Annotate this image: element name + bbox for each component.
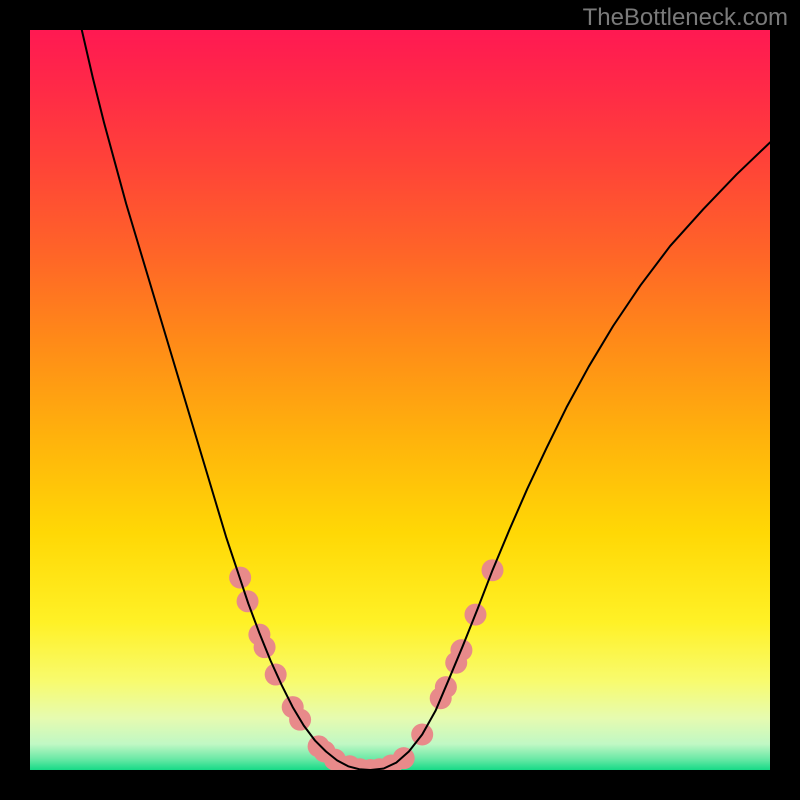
chart-background (30, 30, 770, 770)
curve-marker (265, 664, 287, 686)
watermark-text: TheBottleneck.com (583, 4, 788, 32)
bottleneck-curve-chart (0, 0, 800, 800)
curve-marker (393, 747, 415, 769)
chart-frame: TheBottleneck.com (0, 0, 800, 800)
